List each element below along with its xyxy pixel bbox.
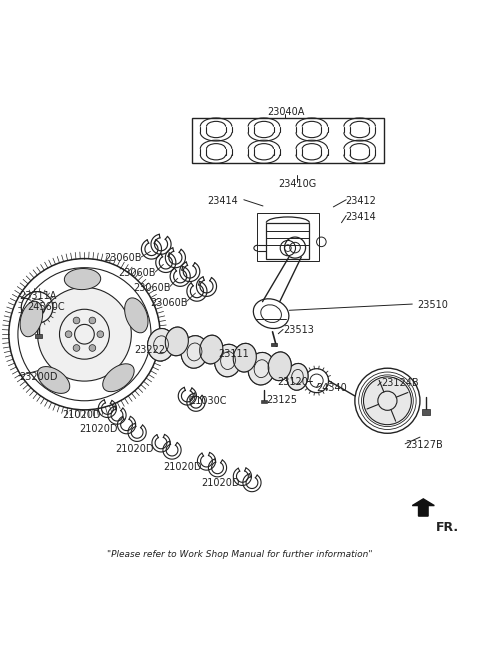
Bar [192, 118, 384, 163]
Bar [261, 400, 267, 403]
Text: 23414: 23414 [345, 212, 376, 222]
Bar [257, 213, 319, 261]
Text: 21020D: 21020D [202, 478, 240, 488]
Text: 23200D: 23200D [19, 372, 58, 382]
Text: 21020D: 21020D [163, 462, 202, 472]
Text: 23410G: 23410G [278, 180, 316, 190]
Text: 23040A: 23040A [267, 107, 304, 117]
Ellipse shape [147, 329, 175, 361]
Ellipse shape [248, 352, 275, 385]
Text: 23412: 23412 [345, 196, 376, 206]
Circle shape [97, 331, 104, 338]
Ellipse shape [287, 363, 308, 390]
Ellipse shape [165, 327, 188, 356]
Text: 23120: 23120 [277, 377, 309, 386]
Ellipse shape [64, 268, 101, 289]
Text: FR.: FR. [436, 522, 459, 535]
Ellipse shape [200, 335, 223, 364]
Bar [266, 222, 310, 258]
Ellipse shape [200, 335, 223, 364]
Text: 24560C: 24560C [27, 302, 65, 312]
Circle shape [37, 287, 132, 381]
Ellipse shape [287, 363, 308, 390]
Ellipse shape [248, 352, 275, 385]
Text: 23060B: 23060B [133, 283, 170, 293]
Ellipse shape [165, 327, 188, 356]
Ellipse shape [37, 367, 70, 394]
Bar [422, 409, 430, 415]
Text: 23125: 23125 [266, 395, 297, 405]
Ellipse shape [103, 364, 134, 392]
Ellipse shape [233, 343, 256, 372]
Ellipse shape [125, 298, 148, 333]
Text: 24340: 24340 [317, 383, 348, 394]
Text: 23124B: 23124B [381, 378, 419, 388]
Circle shape [89, 317, 96, 324]
Bar [271, 343, 277, 346]
Text: "Please refer to Work Shop Manual for further information": "Please refer to Work Shop Manual for fu… [107, 550, 373, 559]
Ellipse shape [268, 352, 291, 380]
Circle shape [65, 331, 72, 338]
Ellipse shape [181, 336, 208, 368]
Text: 23127B: 23127B [405, 440, 443, 450]
Ellipse shape [20, 301, 43, 337]
Ellipse shape [233, 343, 256, 372]
Bar [35, 334, 42, 338]
Ellipse shape [215, 344, 241, 377]
Circle shape [363, 377, 411, 424]
Text: 23060B: 23060B [104, 253, 142, 263]
Circle shape [73, 344, 80, 352]
Text: 21020D: 21020D [80, 424, 118, 434]
Text: 21020D: 21020D [63, 410, 101, 420]
Polygon shape [412, 499, 434, 516]
Ellipse shape [181, 336, 208, 368]
Ellipse shape [215, 344, 241, 377]
Circle shape [89, 344, 96, 352]
Text: 23414: 23414 [207, 196, 238, 206]
Text: 21020D: 21020D [115, 444, 154, 454]
Text: 23060B: 23060B [150, 298, 187, 308]
Text: 23513: 23513 [283, 325, 314, 335]
Circle shape [73, 317, 80, 324]
Text: 23111: 23111 [218, 350, 249, 359]
Text: 23311A: 23311A [19, 291, 56, 301]
Text: 21030C: 21030C [190, 396, 227, 406]
Text: 23060B: 23060B [119, 268, 156, 278]
Ellipse shape [268, 352, 291, 380]
Ellipse shape [147, 329, 175, 361]
Text: 23222: 23222 [135, 344, 166, 354]
Text: 23510: 23510 [417, 300, 448, 310]
